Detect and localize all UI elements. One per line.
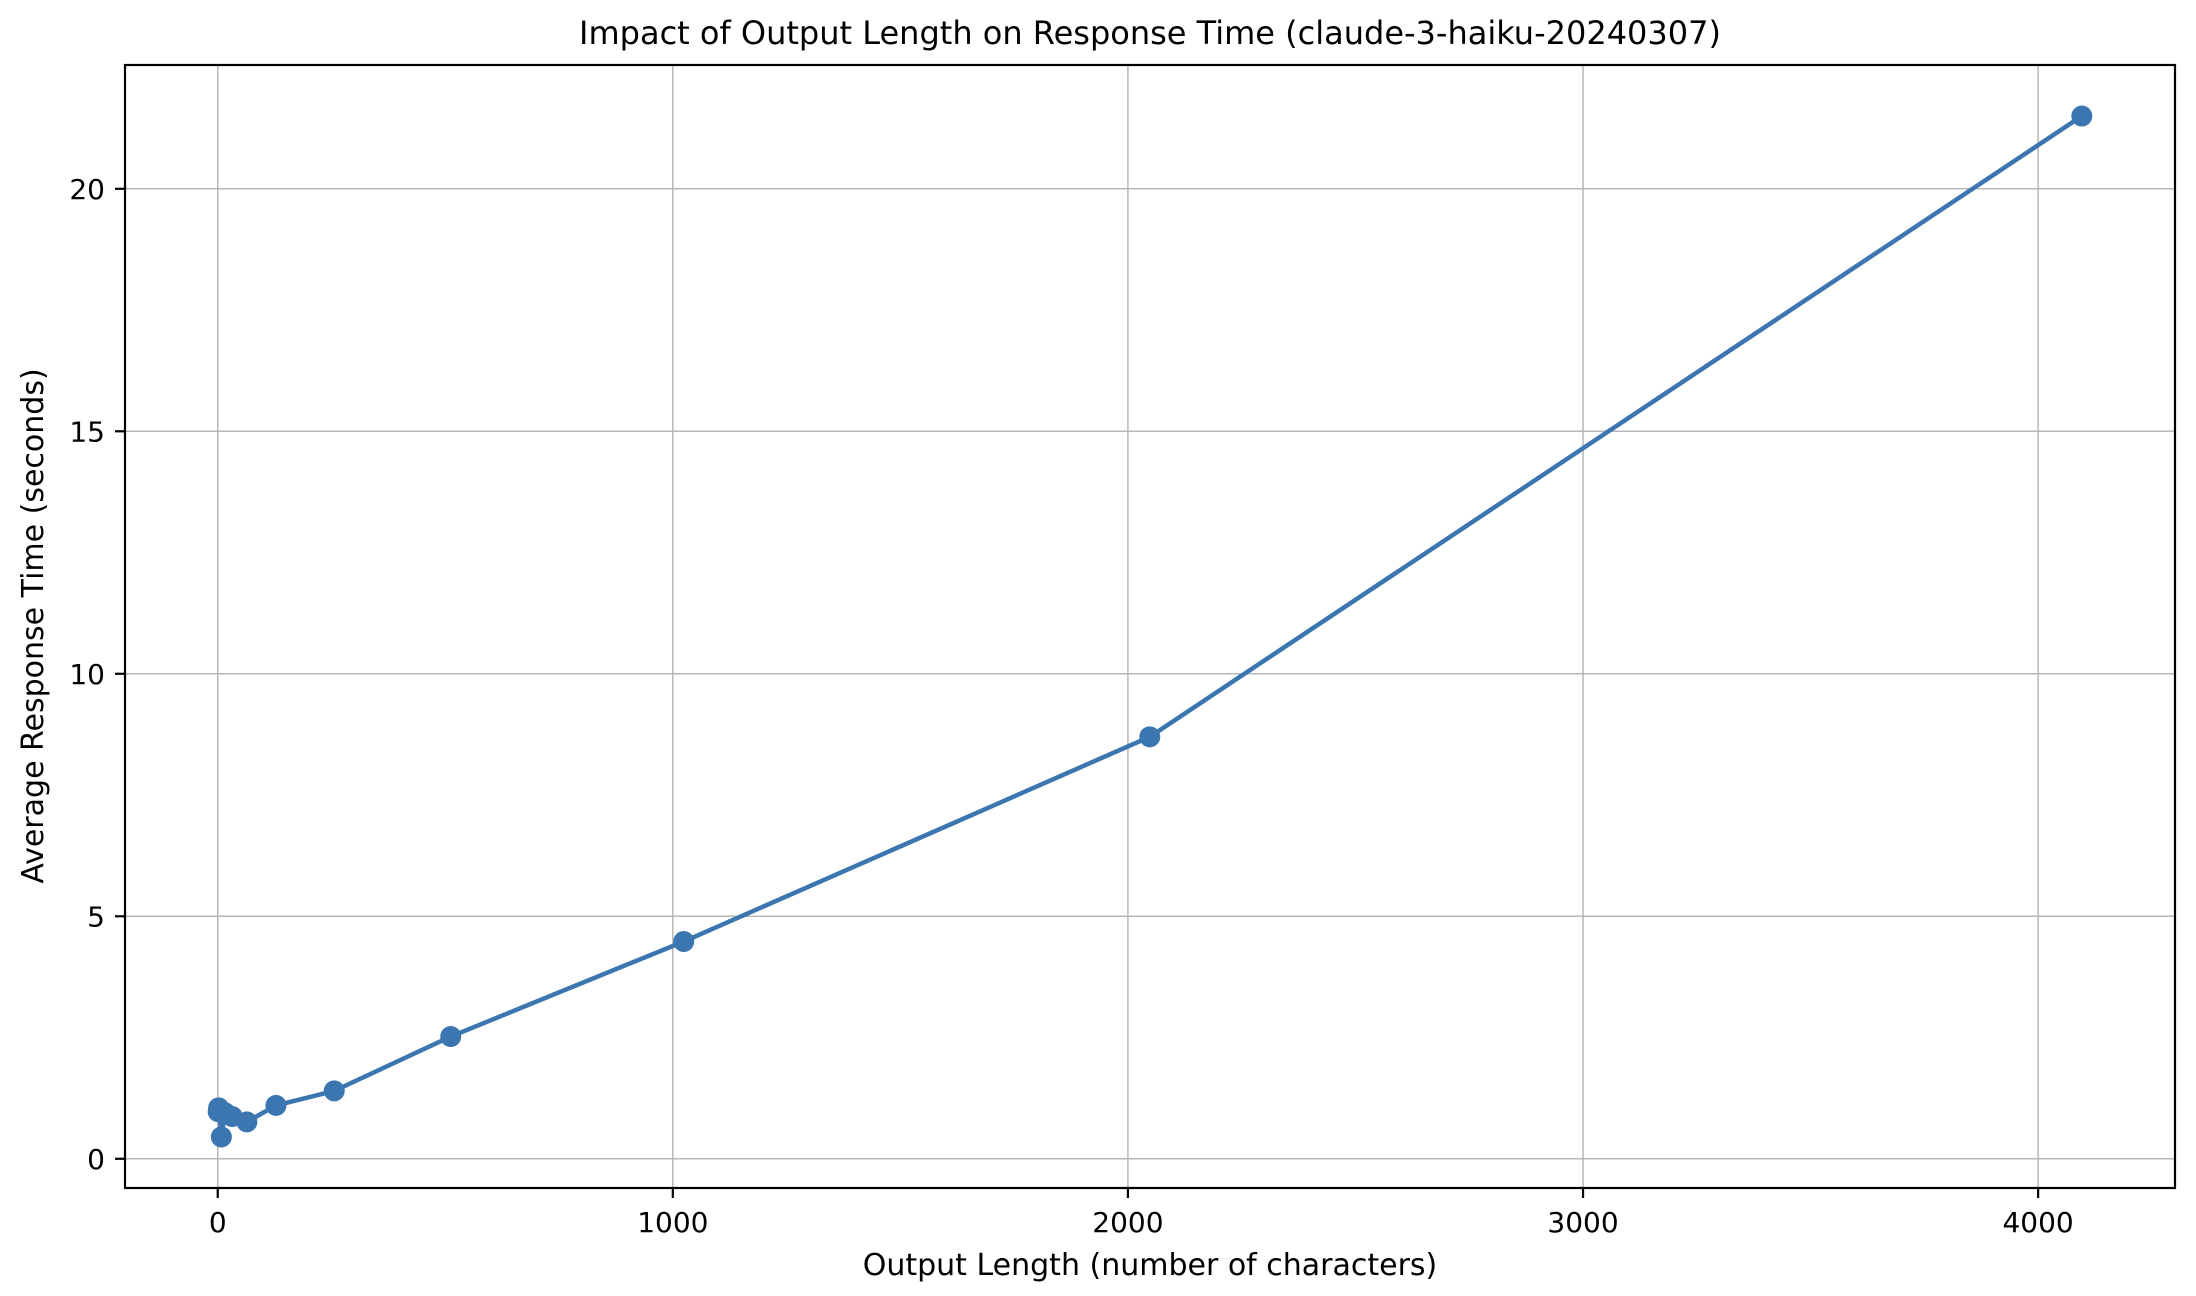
y-axis-label: Average Response Time (seconds) bbox=[16, 368, 51, 884]
x-tick-label: 4000 bbox=[2002, 1206, 2073, 1239]
x-tick-label: 0 bbox=[209, 1206, 227, 1239]
data-point bbox=[440, 1026, 462, 1048]
y-tick-label: 0 bbox=[87, 1143, 105, 1176]
x-axis-label: Output Length (number of characters) bbox=[862, 1248, 1438, 1283]
data-point bbox=[236, 1111, 258, 1133]
x-tick-label: 1000 bbox=[637, 1206, 708, 1239]
data-point bbox=[673, 931, 695, 953]
data-point bbox=[1139, 726, 1161, 748]
y-tick-label: 10 bbox=[69, 658, 105, 691]
chart-title: Impact of Output Length on Response Time… bbox=[579, 14, 1721, 52]
x-tick-label: 3000 bbox=[1547, 1206, 1618, 1239]
y-tick-label: 5 bbox=[87, 900, 105, 933]
axes-frame bbox=[123, 63, 2177, 1190]
data-point bbox=[323, 1080, 345, 1102]
data-point bbox=[265, 1094, 287, 1116]
data-point bbox=[2071, 105, 2093, 127]
y-tick-label: 20 bbox=[69, 173, 105, 206]
data-line bbox=[215, 113, 2085, 1140]
x-tick-label: 2000 bbox=[1092, 1206, 1163, 1239]
y-tick-label: 15 bbox=[69, 415, 105, 448]
data-point bbox=[210, 1126, 232, 1148]
